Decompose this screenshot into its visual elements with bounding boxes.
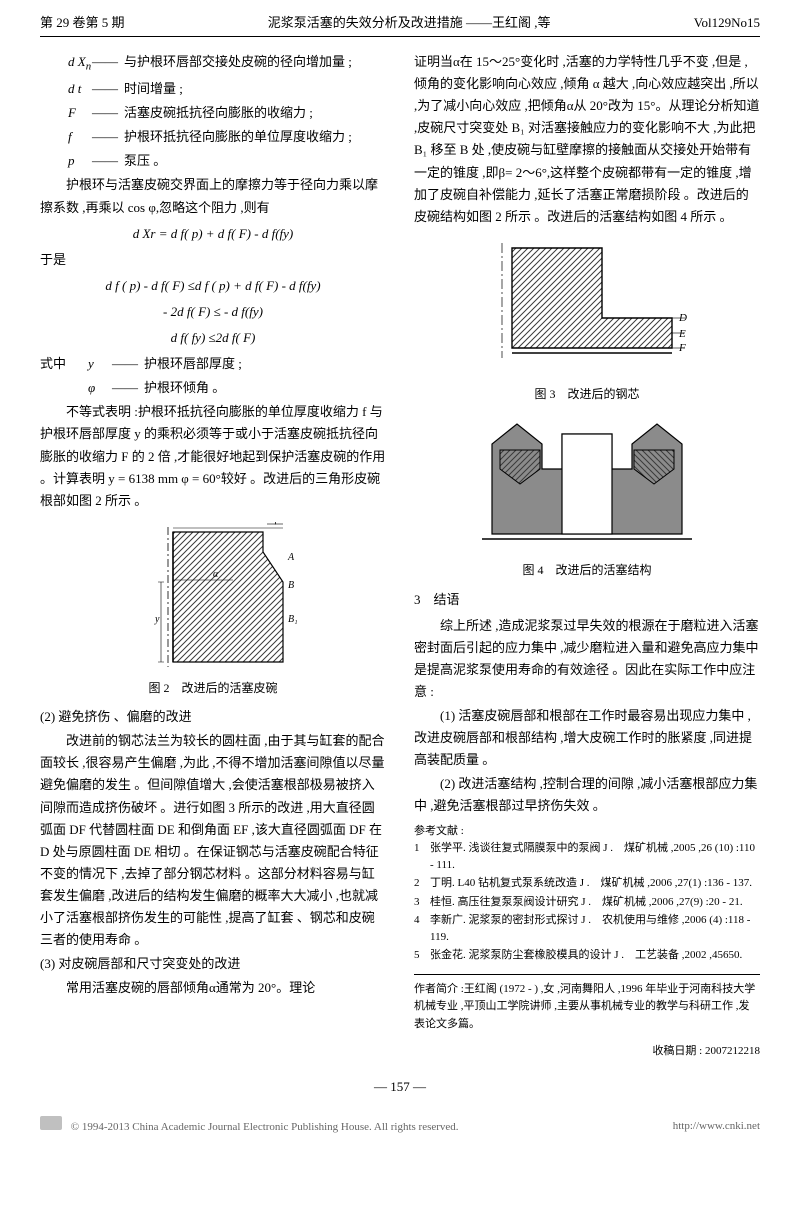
left-column: d Xn——与护根环唇部交接处皮碗的径向增加量 ;d t——时间增量 ;F——活… [40,51,386,1060]
page-number: — 157 — [40,1076,760,1098]
def-symbol: p [40,150,92,172]
footer-url: http://www.cnki.net [673,1117,760,1136]
definition-item: d Xn——与护根环唇部交接处皮碗的径向增加量 ; [40,51,386,76]
def-symbol: d Xn [40,51,92,76]
definition-item: y——护根环唇部厚度 ; [88,353,386,375]
svg-text:β: β [274,522,280,525]
page-header: 第 29 卷第 5 期 泥浆泵活塞的失效分析及改进措施 ——王红阁 ,等 Vol… [40,12,760,37]
def-symbol: d t [40,78,92,100]
definition-item: φ——护根环倾角 。 [88,377,386,399]
def-text: 护根环倾角 。 [144,377,386,399]
figure-3: D E F [414,238,760,378]
ref-number: 2 [414,875,430,892]
section-heading: 3 结语 [414,589,760,611]
definition-item: F——活塞皮碗抵抗径向膨胀的收缩力 ; [40,102,386,124]
copyright-text: © 1994-2013 China Academic Journal Elect… [71,1121,459,1133]
definition-item: f——护根环抵抗径向膨胀的单位厚度收缩力 ; [40,126,386,148]
ref-text: 张金花. 泥浆泵防尘套橡胶模具的设计 J . 工艺装备 ,2002 ,45650… [430,947,760,964]
def-text: 泵压 。 [124,150,386,172]
svg-text:A: A [287,552,295,563]
received-date: 收稿日期 : 2007212218 [414,1042,760,1061]
ref-text: 张学平. 浅谈往复式隔膜泵中的泵阀 J . 煤矿机械 ,2005 ,26 (10… [430,840,760,873]
def-dash: —— [112,353,144,375]
figure-4-caption: 图 4 改进后的活塞结构 [414,560,760,580]
definition-list-2: y——护根环唇部厚度 ;φ——护根环倾角 。 [88,353,386,401]
def-symbol: y [88,353,112,375]
publisher-icon [40,1116,62,1130]
reference-item: 4李新广. 泥浆泵的密封形式探讨 J . 农机使用与维修 ,2006 (4) :… [414,912,760,945]
def-dash: —— [112,377,144,399]
equation: d Xr = d f( p) + d f( F) - d f(fy) [40,223,386,245]
def-dash: —— [92,126,124,148]
figure-4 [414,414,760,554]
def-text: 时间增量 ; [124,78,386,100]
paragraph: (1) 活塞皮碗唇部和根部在工作时最容易出现应力集中 ,改进皮碗唇部和根部结构 … [414,705,760,771]
equation: - 2d f( F) ≤ - d f(fy) [40,301,386,323]
reference-item: 5张金花. 泥浆泵防尘套橡胶模具的设计 J . 工艺装备 ,2002 ,4565… [414,947,760,964]
ref-text: 丁明. L40 钻机复式泵系统改造 J . 煤矿机械 ,2006 ,27(1) … [430,875,760,892]
equation: d f( fy) ≤2d f( F) [40,327,386,349]
definition-list-1: d Xn——与护根环唇部交接处皮碗的径向增加量 ;d t——时间增量 ;F——活… [40,51,386,172]
paragraph: 证明当α在 15～25°变化时 ,活塞的力学特性几乎不变 ,但是 ,倾角的变化影… [414,51,760,228]
two-column-layout: d Xn——与护根环唇部交接处皮碗的径向增加量 ;d t——时间增量 ;F——活… [40,51,760,1060]
header-center: 泥浆泵活塞的失效分析及改进措施 ——王红阁 ,等 [268,12,551,34]
references-heading: 参考文献 : [414,822,760,841]
paragraph: (2) 改进活塞结构 ,控制合理的间隙 ,减小活塞根部应力集中 ,避免活塞根部过… [414,773,760,817]
where-label: 式中 [40,353,88,401]
right-column: 证明当α在 15～25°变化时 ,活塞的力学特性几乎不变 ,但是 ,倾角的变化影… [414,51,760,1060]
def-dash: —— [92,150,124,172]
ref-number: 3 [414,894,430,911]
def-text: 活塞皮碗抵抗径向膨胀的收缩力 ; [124,102,386,124]
figure-2: β α A B B₁ y [40,522,386,672]
def-text: 护根环唇部厚度 ; [144,353,386,375]
header-left: 第 29 卷第 5 期 [40,12,125,34]
def-text: 护根环抵抗径向膨胀的单位厚度收缩力 ; [124,126,386,148]
def-text: 与护根环唇部交接处皮碗的径向增加量 ; [124,51,386,76]
def-dash: —— [92,78,124,100]
ref-text: 李新广. 泥浆泵的密封形式探讨 J . 农机使用与维修 ,2006 (4) :1… [430,912,760,945]
svg-text:B₁: B₁ [288,614,298,625]
reference-item: 1张学平. 浅谈往复式隔膜泵中的泵阀 J . 煤矿机械 ,2005 ,26 (1… [414,840,760,873]
equation: d f ( p) - d f( F) ≤d f ( p) + d f( F) -… [40,275,386,297]
def-symbol: F [40,102,92,124]
svg-text:E: E [678,328,686,340]
ref-number: 4 [414,912,430,945]
header-right: Vol129No15 [694,12,760,34]
author-bio-text: 作者简介 :王红阁 (1972 - ) ,女 ,河南舞阳人 ,1996 年毕业于… [414,983,755,1030]
def-dash: —— [92,102,124,124]
svg-text:B: B [288,580,294,591]
paragraph: 不等式表明 :护根环抵抗径向膨胀的单位厚度收缩力 f 与护根环唇部厚度 y 的乘… [40,401,386,511]
page-footer: © 1994-2013 China Academic Journal Elect… [40,1116,760,1137]
paragraph: 护根环与活塞皮碗交界面上的摩擦力等于径向力乘以摩擦系数 ,再乘以 cos φ,忽… [40,174,386,218]
paragraph: 于是 [40,249,386,271]
reference-item: 2丁明. L40 钻机复式泵系统改造 J . 煤矿机械 ,2006 ,27(1)… [414,875,760,892]
author-bio: 作者简介 :王红阁 (1972 - ) ,女 ,河南舞阳人 ,1996 年毕业于… [414,974,760,1034]
where-block: 式中 y——护根环唇部厚度 ;φ——护根环倾角 。 [40,353,386,401]
definition-item: d t——时间增量 ; [40,78,386,100]
paragraph: 综上所述 ,造成泥浆泵过早失效的根源在于磨粒进入活塞密封面后引起的应力集中 ,减… [414,615,760,703]
figure-2-caption: 图 2 改进后的活塞皮碗 [40,678,386,698]
footer-left: © 1994-2013 China Academic Journal Elect… [40,1116,459,1137]
ref-text: 桂恒. 高压往复泵泵阀设计研究 J . 煤矿机械 ,2006 ,27(9) :2… [430,894,760,911]
references-list: 1张学平. 浅谈往复式隔膜泵中的泵阀 J . 煤矿机械 ,2005 ,26 (1… [414,840,760,964]
def-symbol: f [40,126,92,148]
reference-item: 3桂恒. 高压往复泵泵阀设计研究 J . 煤矿机械 ,2006 ,27(9) :… [414,894,760,911]
ref-number: 1 [414,840,430,873]
subheading: (2) 避免挤伤 、偏磨的改进 [40,706,386,728]
svg-text:y: y [154,614,160,625]
subheading: (3) 对皮碗唇部和尺寸突变处的改进 [40,953,386,975]
svg-text:α: α [213,569,219,580]
ref-number: 5 [414,947,430,964]
paragraph: 改进前的钢芯法兰为较长的圆柱面 ,由于其与缸套的配合面较长 ,很容易产生偏磨 ,… [40,730,386,951]
def-dash: —— [92,51,124,76]
figure-3-caption: 图 3 改进后的钢芯 [414,384,760,404]
def-symbol: φ [88,377,112,399]
paragraph: 常用活塞皮碗的唇部倾角α通常为 20°。理论 [40,977,386,999]
definition-item: p——泵压 。 [40,150,386,172]
